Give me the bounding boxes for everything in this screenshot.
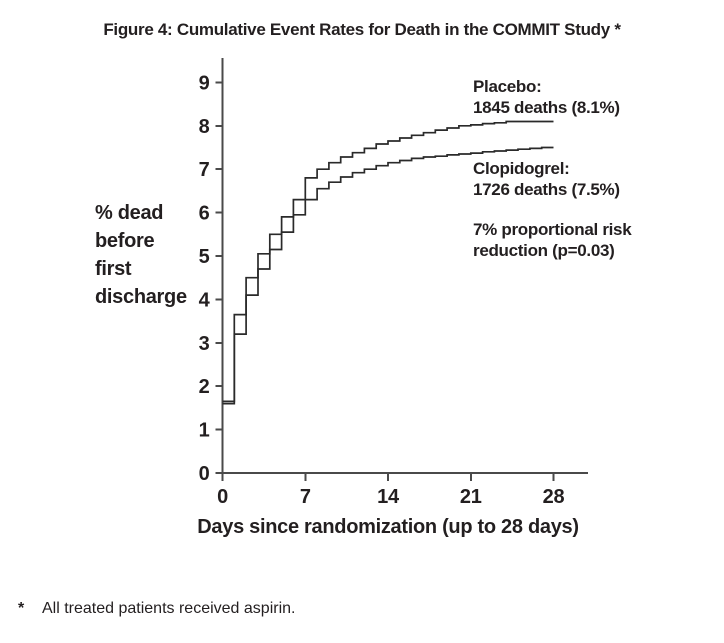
y-tick-label: 5 — [199, 246, 210, 268]
x-tick-label: 28 — [543, 486, 565, 508]
placebo-series-annotation: Placebo: 1845 deaths (8.1%) — [473, 77, 620, 117]
y-tick-label: 1 — [199, 420, 210, 442]
clopidogrel-series-annotation: Clopidogrel: 1726 deaths (7.5%) — [473, 159, 620, 199]
y-tick-label: 4 — [199, 289, 211, 311]
x-tick-label: 0 — [217, 486, 228, 508]
figure-title: Figure 4: Cumulative Event Rates for Dea… — [103, 20, 621, 39]
y-tick-label: 8 — [199, 116, 210, 138]
y-tick-label: 3 — [199, 333, 210, 355]
risk-reduction-annotation: 7% proportional risk reduction (p=0.03) — [473, 220, 632, 260]
x-tick-label: 21 — [460, 486, 482, 508]
x-axis-label: Days since randomization (up to 28 days) — [197, 516, 579, 538]
y-tick-label: 9 — [199, 72, 210, 94]
y-tick-label: 7 — [199, 159, 210, 181]
footnote-asterisk: * — [18, 600, 25, 617]
clopidogrel-curve — [222, 146, 554, 405]
footnote-text: All treated patients received aspirin. — [42, 600, 296, 617]
y-tick-label: 6 — [199, 203, 210, 225]
placebo-curve — [222, 120, 554, 403]
y-tick-label: 0 — [199, 463, 210, 485]
y-axis-label: % dead before first discharge — [95, 202, 187, 308]
y-tick-label: 2 — [199, 376, 210, 398]
x-tick-label: 14 — [377, 486, 400, 508]
x-tick-label: 7 — [300, 486, 311, 508]
